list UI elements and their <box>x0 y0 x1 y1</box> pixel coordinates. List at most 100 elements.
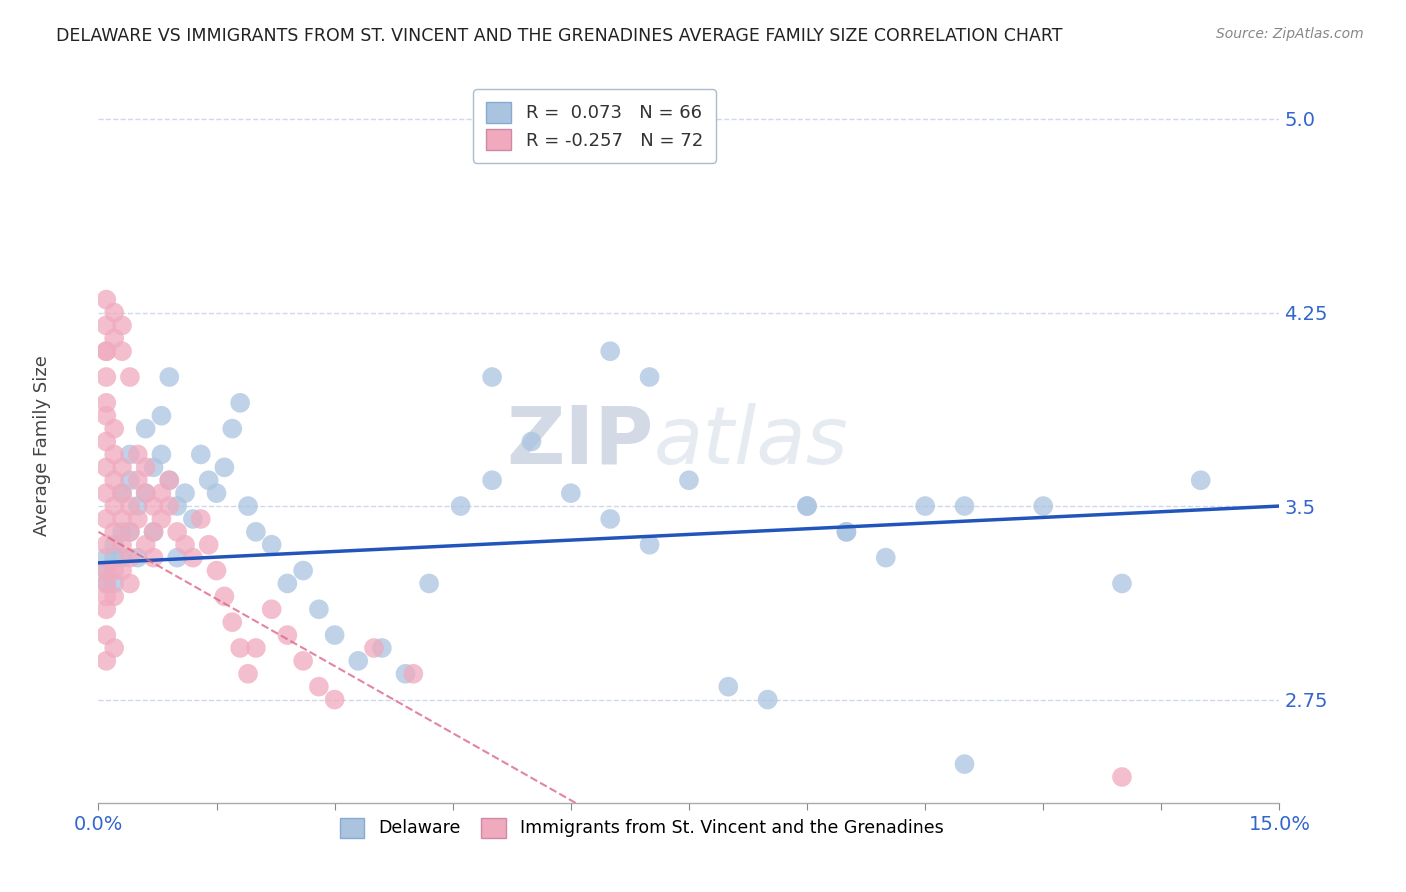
Point <box>111 550 134 565</box>
Point <box>118 499 141 513</box>
Point <box>96 409 118 423</box>
Point <box>717 680 740 694</box>
Point <box>118 447 141 461</box>
Point <box>142 550 165 565</box>
Point <box>520 434 543 449</box>
Point <box>292 564 315 578</box>
Point <box>96 654 118 668</box>
Point <box>363 640 385 655</box>
Text: Average Family Size: Average Family Size <box>34 356 51 536</box>
Point <box>214 460 236 475</box>
Point <box>111 538 134 552</box>
Point <box>96 344 118 359</box>
Point <box>394 666 416 681</box>
Point <box>221 422 243 436</box>
Point <box>96 396 118 410</box>
Point <box>103 447 125 461</box>
Point <box>103 422 125 436</box>
Point <box>1032 499 1054 513</box>
Point <box>135 460 157 475</box>
Point <box>953 499 976 513</box>
Point <box>142 524 165 539</box>
Point <box>111 318 134 333</box>
Point <box>96 344 118 359</box>
Point <box>103 640 125 655</box>
Point <box>481 370 503 384</box>
Point <box>835 524 858 539</box>
Point <box>276 628 298 642</box>
Point <box>323 692 346 706</box>
Point <box>181 550 204 565</box>
Point <box>276 576 298 591</box>
Point <box>103 524 125 539</box>
Point <box>111 564 134 578</box>
Point <box>197 473 219 487</box>
Point <box>103 331 125 345</box>
Point <box>96 293 118 307</box>
Point <box>96 602 118 616</box>
Point <box>150 512 173 526</box>
Point <box>214 590 236 604</box>
Point <box>118 524 141 539</box>
Point <box>245 640 267 655</box>
Point <box>835 524 858 539</box>
Point <box>135 486 157 500</box>
Text: ZIP: ZIP <box>506 402 654 481</box>
Point <box>96 564 118 578</box>
Point <box>127 512 149 526</box>
Point <box>96 538 118 552</box>
Point <box>292 654 315 668</box>
Point <box>371 640 394 655</box>
Point <box>96 550 118 565</box>
Point <box>103 499 125 513</box>
Point <box>1111 770 1133 784</box>
Point <box>560 486 582 500</box>
Point <box>96 318 118 333</box>
Point <box>914 499 936 513</box>
Point <box>418 576 440 591</box>
Point <box>678 473 700 487</box>
Point <box>236 666 259 681</box>
Point <box>174 538 197 552</box>
Point <box>103 305 125 319</box>
Point <box>111 512 134 526</box>
Point <box>236 499 259 513</box>
Point <box>166 524 188 539</box>
Point <box>229 640 252 655</box>
Point <box>135 422 157 436</box>
Point <box>96 370 118 384</box>
Point <box>481 473 503 487</box>
Point <box>157 370 180 384</box>
Point <box>638 538 661 552</box>
Point <box>197 538 219 552</box>
Point <box>150 447 173 461</box>
Point <box>127 447 149 461</box>
Point <box>96 576 118 591</box>
Point <box>157 473 180 487</box>
Point <box>157 473 180 487</box>
Point <box>103 473 125 487</box>
Point <box>96 460 118 475</box>
Point <box>953 757 976 772</box>
Point <box>142 524 165 539</box>
Text: atlas: atlas <box>654 402 848 481</box>
Point <box>103 576 125 591</box>
Point <box>1111 576 1133 591</box>
Point <box>111 486 134 500</box>
Point <box>103 564 125 578</box>
Point <box>205 486 228 500</box>
Point <box>599 344 621 359</box>
Point <box>166 499 188 513</box>
Point <box>245 524 267 539</box>
Point <box>190 447 212 461</box>
Point <box>260 602 283 616</box>
Point <box>205 564 228 578</box>
Point <box>96 564 118 578</box>
Point <box>181 512 204 526</box>
Point <box>111 524 134 539</box>
Point <box>347 654 370 668</box>
Point <box>157 499 180 513</box>
Point <box>135 486 157 500</box>
Point <box>96 576 118 591</box>
Point <box>174 486 197 500</box>
